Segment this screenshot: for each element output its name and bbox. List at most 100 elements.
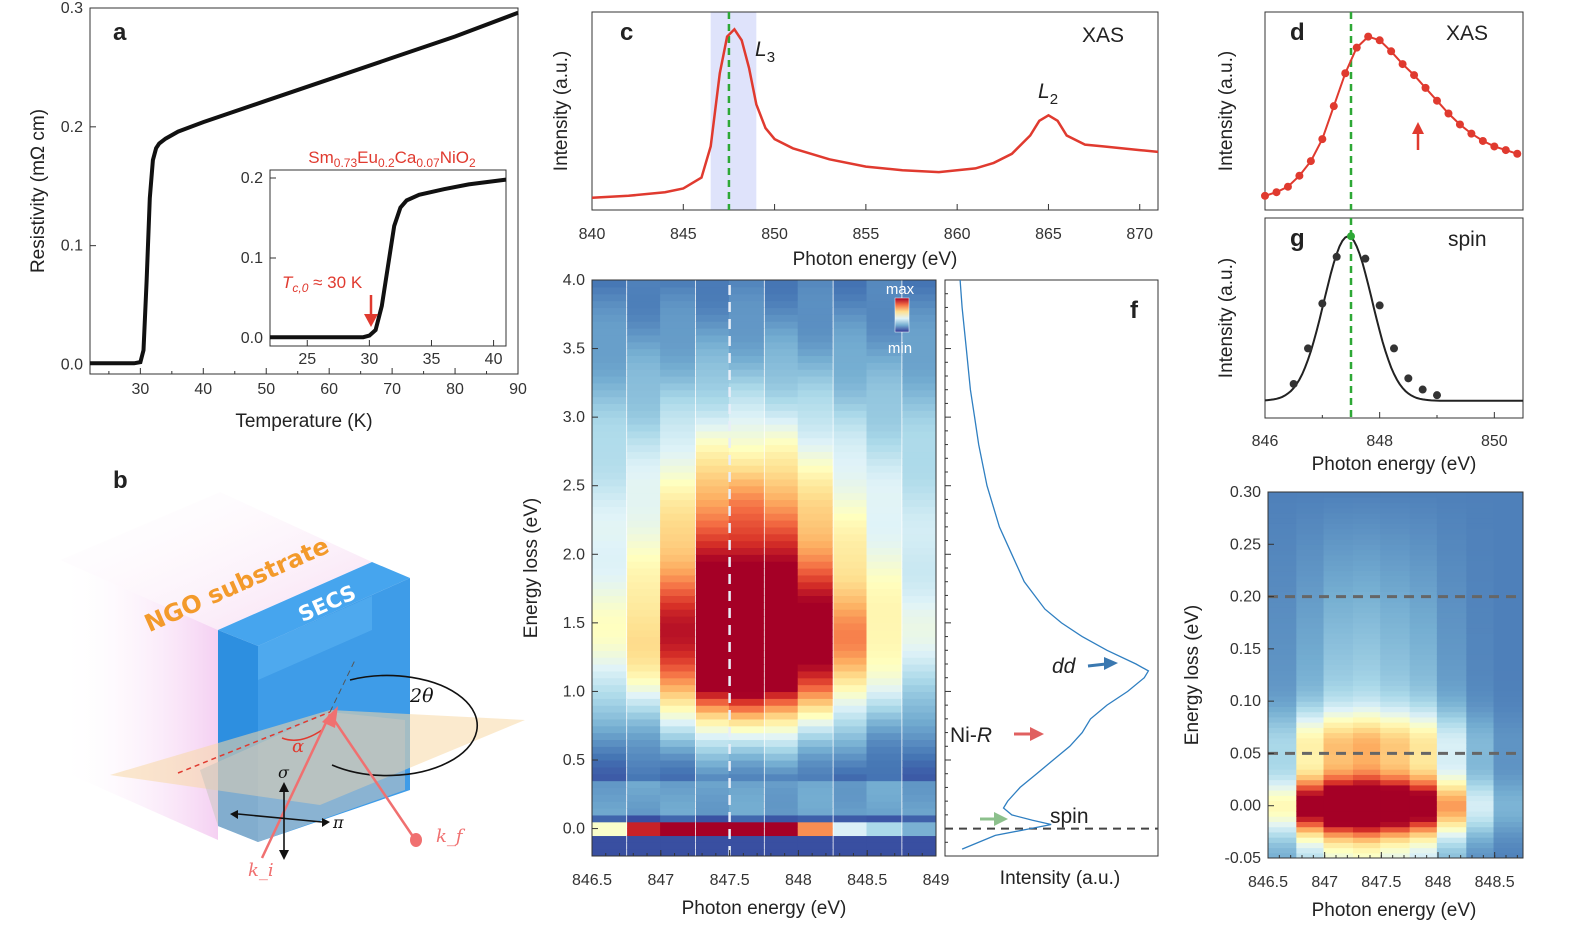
heatmap-cell <box>1323 769 1354 775</box>
heatmap-cell <box>797 334 833 343</box>
heatmap-cell <box>1268 758 1297 765</box>
heatmap-cell <box>1436 727 1467 734</box>
heatmap-cell <box>1466 732 1497 739</box>
heatmap-cell <box>764 540 800 549</box>
heatmap-cell <box>1493 507 1523 514</box>
resistivity-curve <box>90 10 519 366</box>
heatmap-cell <box>1436 821 1467 828</box>
heatmap-cell <box>764 396 800 405</box>
heatmap-cell <box>1493 774 1523 781</box>
xas-data-point <box>1513 149 1522 158</box>
heatmap-cell <box>1268 523 1297 530</box>
heatmap-cell <box>1409 523 1440 530</box>
heatmap-cell <box>660 286 696 295</box>
heatmap-cell <box>695 732 731 741</box>
heatmap-cell <box>902 801 936 809</box>
heatmap-cell <box>833 581 869 590</box>
heatmap-cell <box>660 698 696 706</box>
heatmap-cell <box>695 814 731 823</box>
heatmap-cell <box>1296 737 1327 744</box>
heatmap-cell <box>833 417 869 425</box>
y-tick-label: 0.0 <box>61 356 83 373</box>
heatmap-cell <box>866 636 902 645</box>
heatmap-cell <box>660 334 696 343</box>
heatmap-cell <box>833 691 869 699</box>
heatmap-cell <box>797 348 833 357</box>
heatmap-cell <box>1323 716 1354 723</box>
heatmap-cell <box>627 760 663 768</box>
heatmap-cell <box>902 547 936 555</box>
heatmap-cell <box>1296 664 1327 671</box>
heatmap-cell <box>1296 685 1327 692</box>
heatmap-cell <box>592 451 627 459</box>
heatmap-cell <box>695 808 731 816</box>
heatmap-cell <box>592 547 627 555</box>
heatmap-cell <box>1380 544 1411 551</box>
heatmap-cell <box>660 376 696 384</box>
heatmap-cell <box>902 533 936 542</box>
heatmap-cell <box>833 485 869 494</box>
heatmap-cell <box>797 581 833 590</box>
heatmap-cell <box>1466 685 1497 692</box>
heatmap-cell <box>797 746 833 754</box>
heatmap-cell <box>1436 497 1467 504</box>
panel-label-g: g <box>1290 225 1305 252</box>
heatmap-cell <box>764 705 800 713</box>
heatmap-cell <box>866 437 902 446</box>
heatmap-cell <box>1466 523 1497 530</box>
heatmap-cell <box>695 773 731 782</box>
x-tick-label: 870 <box>1126 226 1153 243</box>
heatmap-cell <box>728 643 764 651</box>
heatmap-cell <box>1409 586 1440 592</box>
heatmap-cell <box>1353 831 1384 838</box>
heatmap-cell <box>1353 512 1384 519</box>
heatmap-cell <box>902 492 936 501</box>
heatmap-cell <box>627 636 663 645</box>
heatmap-cell <box>833 739 869 747</box>
heatmap-cell <box>1409 779 1440 786</box>
panel-d-xas-label: XAS <box>1446 22 1488 45</box>
heatmap-cell <box>866 766 902 775</box>
heatmap-cell <box>695 376 731 384</box>
heatmap-cell <box>1268 810 1297 817</box>
heatmap-cell <box>1409 601 1440 608</box>
heatmap-cell <box>1409 842 1440 849</box>
heatmap-cell <box>1493 837 1523 843</box>
heatmap-cell <box>1296 643 1327 650</box>
heatmap-cell <box>1323 675 1354 681</box>
heatmap-cell <box>660 280 696 288</box>
heatmap-cell <box>1493 596 1523 603</box>
heatmap-cell <box>1323 492 1354 498</box>
heatmap-cell <box>902 794 936 802</box>
heatmap-cell <box>1436 596 1467 603</box>
heatmap-cell <box>866 616 902 624</box>
heatmap-cell <box>1436 805 1467 812</box>
heatmap-cell <box>627 787 663 795</box>
heatmap-cell <box>627 430 663 439</box>
heatmap-cell <box>592 760 627 768</box>
heatmap-cell <box>902 760 936 768</box>
heatmap-cell <box>660 554 696 562</box>
heatmap-cell <box>1323 748 1354 755</box>
heatmap-cell <box>728 698 764 706</box>
heatmap-cell <box>592 485 627 494</box>
y-tick-label: 0.5 <box>563 752 585 769</box>
heatmap-cell <box>1296 711 1327 718</box>
heatmap-cell <box>1380 648 1411 655</box>
heatmap-cell <box>627 780 663 789</box>
heatmap-cell <box>1268 790 1297 796</box>
two-theta-label: 2θ <box>409 685 434 707</box>
heatmap-cell <box>627 725 663 734</box>
heatmap-cell <box>797 718 833 727</box>
heatmap-cell <box>902 835 936 843</box>
heatmap-cell <box>902 499 936 507</box>
heatmap-cell <box>1353 659 1384 666</box>
heatmap-cell <box>1493 795 1523 802</box>
heatmap-cell <box>728 712 764 720</box>
heatmap-cell <box>1409 638 1440 645</box>
heatmap-cell <box>1466 492 1497 498</box>
heatmap-cell <box>833 334 869 343</box>
heatmap-cell <box>1296 497 1327 504</box>
panel-d-curve <box>1264 35 1518 197</box>
heatmap-cell <box>1409 643 1440 650</box>
